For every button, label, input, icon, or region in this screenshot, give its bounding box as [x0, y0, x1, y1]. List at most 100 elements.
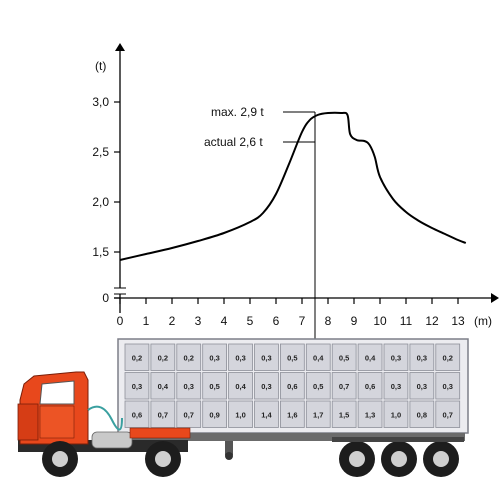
- load-cell-value: 0,9: [209, 410, 219, 419]
- load-cell: [176, 343, 202, 371]
- x-tick-label: 1: [143, 314, 150, 328]
- load-cell-value: 0,2: [184, 353, 194, 362]
- load-grid: 0,2 0,2 0,2 0,3 0,3 0,3 0,5 0,4 0,5 0,4 0,3 0,3 0,2 0…: [124, 343, 461, 428]
- wheel-hub: [155, 451, 171, 467]
- y-tick-label: 0: [102, 291, 109, 305]
- load-cell-value: 0,5: [287, 353, 297, 362]
- load-cell-value: 1,0: [235, 410, 245, 419]
- cab-door: [39, 405, 75, 439]
- load-cell-value: 1,5: [339, 410, 349, 419]
- load-cell-value: 0,2: [158, 353, 168, 362]
- y-ticks: 0 1,5 2,0 2,5 3,0: [92, 95, 120, 305]
- load-cell: [228, 372, 253, 400]
- load-cell: [357, 343, 383, 371]
- load-cell: [228, 400, 253, 428]
- load-cell: [305, 400, 331, 428]
- load-cell-value: 0,7: [339, 382, 349, 391]
- load-cell: [254, 372, 279, 400]
- cab-hood: [17, 403, 39, 441]
- x-tick-label: 2: [169, 314, 176, 328]
- fuel-tank: [91, 431, 133, 449]
- annotation-max-label: max. 2,9 t: [211, 105, 264, 119]
- x-tick-label: 10: [373, 314, 387, 328]
- landing-gear: [225, 441, 233, 455]
- load-cell-value: 0,6: [287, 382, 297, 391]
- load-cell: [331, 343, 357, 371]
- load-cell-value: 0,3: [417, 382, 427, 391]
- load-cell-value: 1,7: [313, 410, 323, 419]
- load-cell: [279, 400, 305, 428]
- load-cell: [228, 343, 253, 371]
- load-cell-value: 1,6: [287, 410, 297, 419]
- load-cell-value: 0,3: [391, 382, 401, 391]
- load-cell: [176, 400, 202, 428]
- load-cell: [435, 343, 461, 371]
- load-cell-value: 0,3: [261, 382, 271, 391]
- x-tick-label: 12: [425, 314, 439, 328]
- load-cell-value: 0,5: [313, 382, 323, 391]
- x-tick-label: 0: [117, 314, 124, 328]
- trailer-chassis: [120, 433, 465, 441]
- load-cell: [150, 343, 176, 371]
- wheel-hub: [391, 451, 407, 467]
- x-axis-arrow: [491, 293, 499, 303]
- load-cell: [124, 372, 150, 400]
- load-cell: [331, 400, 357, 428]
- load-cell-value: 0,7: [158, 410, 168, 419]
- load-cell: [383, 343, 409, 371]
- load-cell-value: 0,3: [417, 353, 427, 362]
- wheel-hub: [52, 451, 68, 467]
- load-cell: [305, 372, 331, 400]
- load-cell-value: 0,5: [209, 382, 219, 391]
- mudguard: [332, 437, 464, 442]
- load-cell: [202, 372, 227, 400]
- load-cell-value: 0,4: [313, 353, 324, 362]
- load-cell: [202, 343, 227, 371]
- x-tick-label: 7: [299, 314, 306, 328]
- load-cell: [435, 372, 461, 400]
- truck-cab: [17, 371, 191, 477]
- load-cell-value: 0,6: [365, 382, 375, 391]
- truck-illustration: 0,2 0,2 0,2 0,3 0,3 0,3 0,5 0,4 0,5 0,4 0,3 0,3 0,2 0…: [17, 338, 469, 477]
- load-cell-value: 0,7: [184, 410, 194, 419]
- load-cell-value: 0,3: [261, 353, 271, 362]
- landing-gear-foot: [225, 452, 233, 460]
- load-cell: [383, 372, 409, 400]
- load-cell-value: 1,3: [365, 410, 375, 419]
- load-cell: [305, 343, 331, 371]
- load-cell-value: 1,4: [261, 410, 272, 419]
- load-cell-value: 0,8: [417, 410, 427, 419]
- x-tick-label: 5: [247, 314, 254, 328]
- load-cell: [357, 372, 383, 400]
- load-cell: [254, 400, 279, 428]
- load-cell-value: 0,4: [158, 382, 169, 391]
- load-cell-value: 0,6: [132, 410, 142, 419]
- x-tick-label: 6: [273, 314, 280, 328]
- x-tick-label: 4: [221, 314, 228, 328]
- fifth-wheel: [129, 427, 191, 439]
- load-cell: [254, 343, 279, 371]
- annotations: max. 2,9 t actual 2,6 t: [204, 105, 315, 149]
- load-cell-value: 1,0: [391, 410, 401, 419]
- y-tick-label: 3,0: [92, 95, 109, 109]
- load-cell: [150, 400, 176, 428]
- load-cell: [331, 372, 357, 400]
- x-ticks: 0 1 2 3 4 5 6 7 8 9 10 11 12 13: [117, 298, 465, 328]
- load-cell: [202, 400, 227, 428]
- load-cell: [435, 400, 461, 428]
- load-cell: [357, 400, 383, 428]
- cab-window: [39, 380, 75, 405]
- load-cell-value: 0,4: [365, 353, 376, 362]
- load-cell-value: 0,3: [391, 353, 401, 362]
- load-cell: [279, 343, 305, 371]
- trailer-wheels: [332, 437, 464, 477]
- load-cell-value: 0,5: [339, 353, 349, 362]
- air-lines: [87, 405, 123, 431]
- y-axis-unit: (t): [95, 59, 106, 73]
- x-tick-label: 3: [195, 314, 202, 328]
- load-cell: [409, 400, 435, 428]
- load-cell-value: 0,4: [235, 382, 246, 391]
- y-tick-label: 2,5: [92, 145, 109, 159]
- y-axis-arrow: [115, 43, 125, 51]
